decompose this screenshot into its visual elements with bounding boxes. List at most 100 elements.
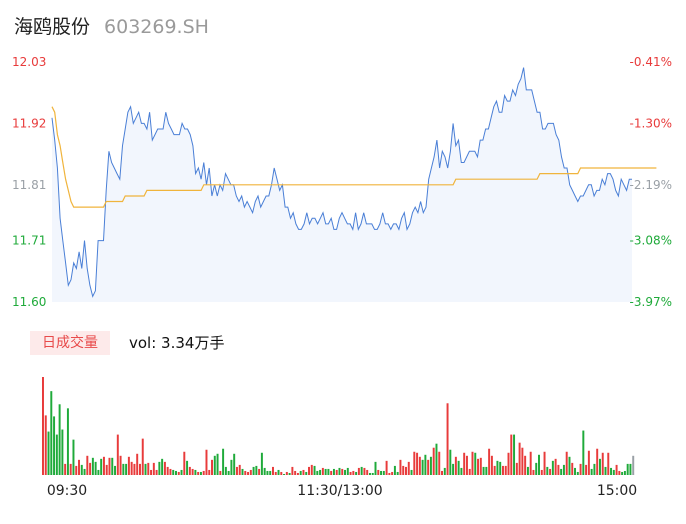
volume-bar [540, 469, 543, 475]
title-row: 海鸥股份 603269.SH [14, 12, 209, 40]
volume-bar [53, 416, 56, 475]
volume-bar [549, 468, 552, 475]
volume-bar [116, 434, 119, 475]
volume-bar [391, 471, 394, 475]
volume-bar [452, 463, 455, 475]
volume-bar [169, 468, 172, 475]
volume-bar [538, 454, 540, 475]
volume-bar [136, 453, 139, 475]
volume-bar [114, 465, 117, 475]
volume-bar [441, 470, 443, 475]
volume-bar [191, 468, 194, 475]
volume-bar [133, 463, 136, 475]
volume-bar [330, 470, 333, 475]
volume-bar [474, 452, 477, 475]
volume-bar [216, 453, 219, 475]
volume-bar [501, 465, 504, 475]
volume-bar [235, 466, 238, 475]
volume-bar [623, 470, 626, 475]
volume-bar [86, 455, 89, 475]
price-tick-label: 11.60 [12, 295, 46, 309]
volume-bar [535, 462, 538, 475]
stock-name: 海鸥股份 [14, 16, 91, 38]
volume-bar [105, 464, 108, 475]
volume-bar [310, 464, 313, 475]
volume-bar [255, 465, 258, 475]
volume-bar [374, 461, 377, 475]
volume-bar [224, 466, 227, 475]
volume-bar [482, 466, 485, 475]
volume-bar [366, 469, 369, 475]
volume-bar [61, 429, 64, 475]
volume-bar [346, 467, 349, 475]
volume-tag: 日成交量 [30, 331, 110, 355]
volume-bar [299, 470, 302, 475]
volume-bar [64, 463, 67, 475]
volume-bar [393, 465, 396, 475]
volume-bar [55, 434, 58, 475]
volume-bar [568, 456, 571, 475]
volume-bar [574, 467, 577, 475]
volume-bar [499, 461, 502, 475]
volume-bar [302, 469, 305, 475]
volume-bar [402, 465, 405, 475]
volume-bar [405, 466, 407, 475]
volume-bar [360, 466, 363, 475]
volume-bar [208, 469, 211, 475]
volume-bar [546, 466, 549, 475]
volume-bar [194, 469, 197, 475]
volume-bar [188, 466, 191, 475]
price-tick-label: 11.71 [12, 234, 46, 248]
volume-bar [421, 459, 424, 475]
volume-bar [144, 463, 147, 475]
volume-bar [407, 461, 410, 475]
price-line [51, 67, 632, 298]
volume-bar [296, 472, 299, 475]
volume-bar [102, 456, 105, 475]
volume-bar [418, 456, 421, 475]
volume-bar [272, 466, 274, 475]
volume-bar [263, 467, 266, 475]
time-tick-label: 11:30/13:00 [297, 483, 382, 499]
volume-bar [175, 470, 177, 475]
pct-tick-label: -0.41% [630, 55, 672, 69]
volume-bar [610, 467, 613, 475]
volume-bar [277, 469, 280, 475]
volume-bar [319, 469, 322, 475]
volume-bar [410, 469, 413, 475]
volume-bar [150, 469, 153, 475]
volume-bar [560, 468, 563, 475]
volume-bar [515, 462, 518, 475]
volume-bar [427, 459, 430, 475]
volume-bar [241, 468, 244, 475]
volume-bar [424, 454, 427, 475]
price-tick-label: 11.81 [12, 178, 46, 192]
price-axis-labels: 12.03 -0.41% 11.92 -1.30% 11.81 -2.19% 11.71 -3… [12, 55, 672, 309]
volume-bar [285, 471, 288, 475]
volume-bar [44, 415, 47, 475]
volume-bar [269, 470, 272, 475]
volume-bar [371, 472, 374, 475]
volume-bar [352, 470, 355, 475]
volume-bar [158, 461, 161, 475]
volume-bar [89, 462, 92, 475]
volume-bar [621, 471, 624, 475]
volume-bar [443, 467, 446, 475]
volume-bar [601, 452, 604, 475]
volume-bar [446, 403, 449, 475]
volume-bar [629, 463, 632, 475]
volume-bar [355, 471, 358, 475]
avg-price-line [51, 106, 657, 208]
volume-bar [618, 470, 621, 475]
volume-bar [155, 469, 158, 475]
volume-bar [335, 469, 338, 475]
volume-bar [382, 470, 385, 475]
volume-bar [435, 443, 438, 475]
volume-bar [249, 469, 252, 475]
volume-bar [349, 471, 352, 475]
volume-bar [454, 456, 457, 475]
price-tick-label: 11.92 [12, 116, 46, 130]
volume-bar [612, 469, 615, 475]
volume-bar [413, 451, 416, 475]
volume-bar [513, 434, 516, 475]
